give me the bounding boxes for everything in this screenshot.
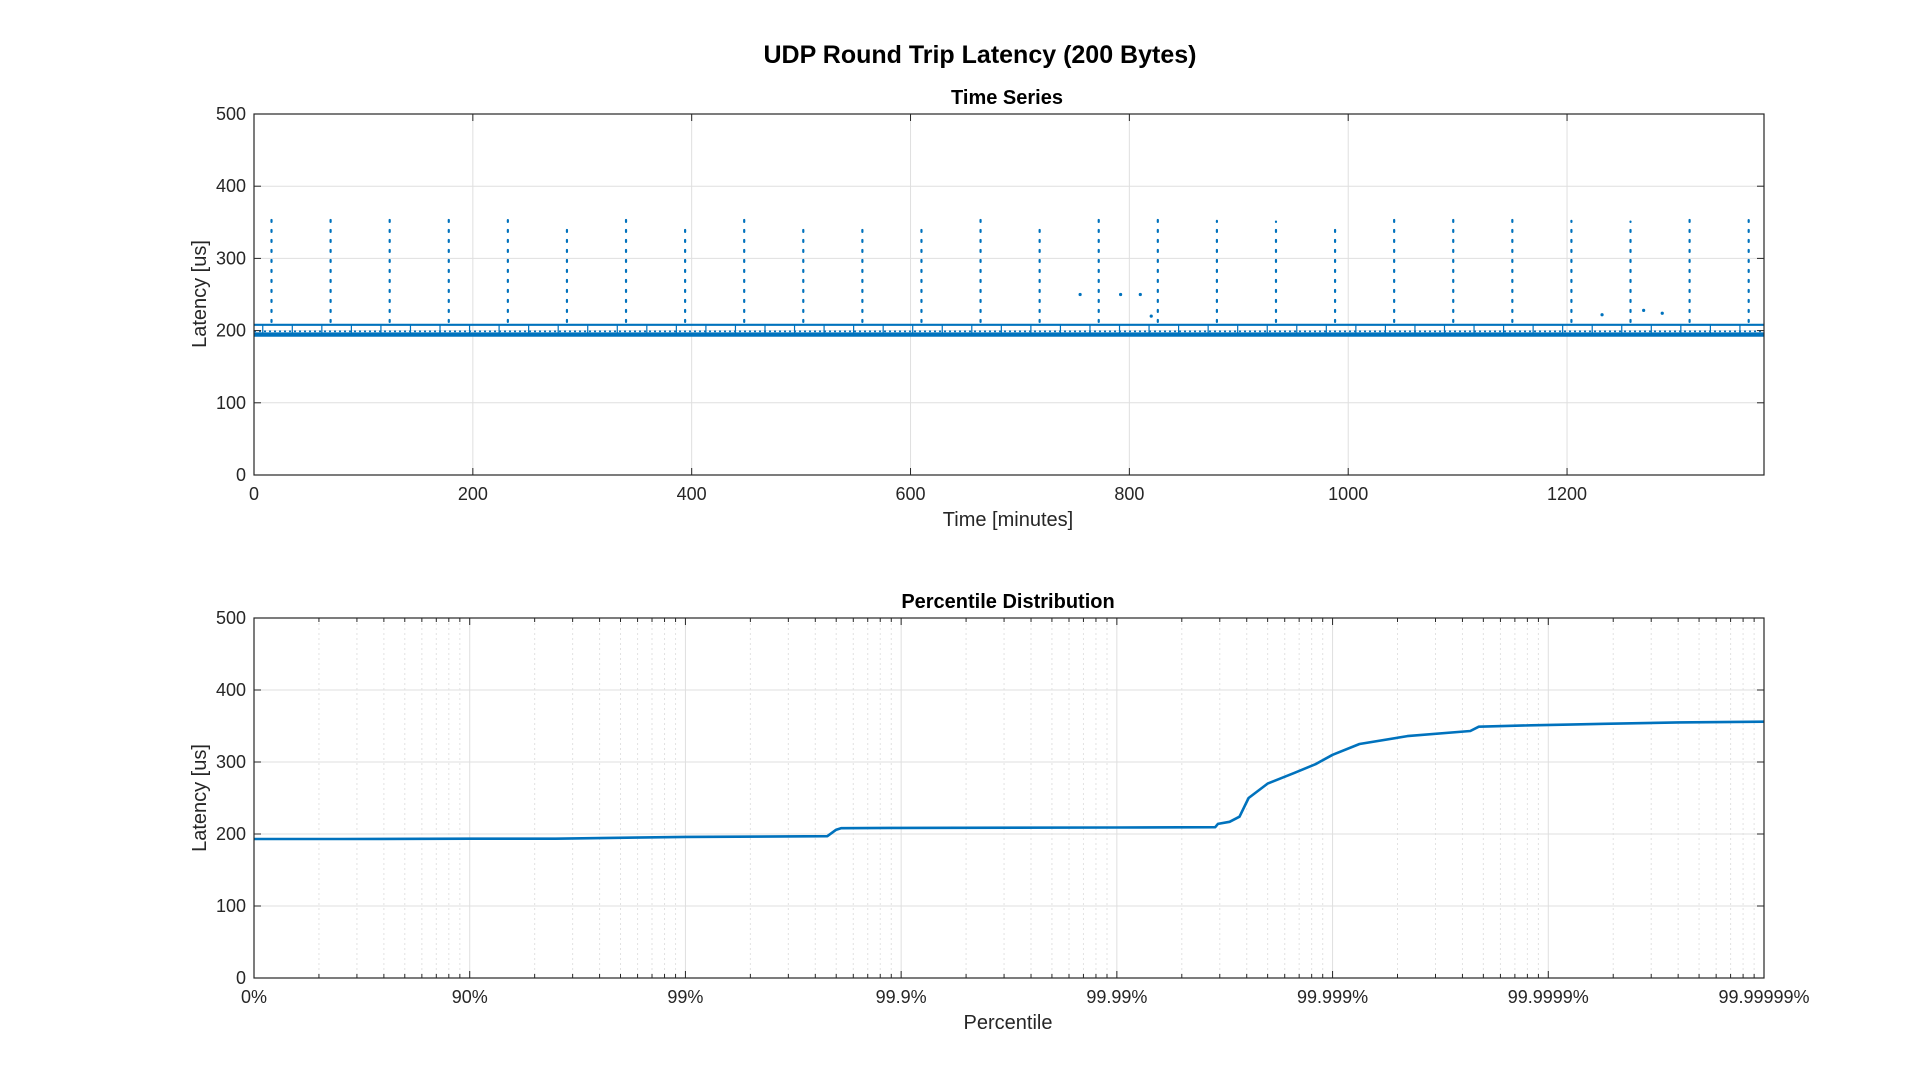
x-tick-label: 99.9999% <box>1508 987 1589 1007</box>
y-tick-label: 300 <box>216 248 246 268</box>
y-tick-label: 400 <box>216 680 246 700</box>
x-tick-label: 400 <box>677 484 707 504</box>
percentile-title: Percentile Distribution <box>901 591 1114 613</box>
percentile-axes-box <box>253 617 1765 979</box>
y-tick-label: 100 <box>216 393 246 413</box>
time-series-ticks: 0 200 400 600 800 1000 1200 0 100 200 300 400 500 <box>216 104 1764 504</box>
time-series-xlabel: Time [minutes] <box>943 509 1073 531</box>
x-tick-label: 90% <box>452 987 488 1007</box>
x-tick-label: 1000 <box>1328 484 1368 504</box>
y-tick-label: 500 <box>216 104 246 124</box>
y-tick-label: 0 <box>236 465 246 485</box>
time-series-ylabel: Latency [us] <box>189 240 211 348</box>
scatter-point <box>1149 314 1153 318</box>
x-tick-label: 99.99% <box>1086 987 1147 1007</box>
x-tick-label: 99.99999% <box>1718 987 1809 1007</box>
scatter-point <box>1078 292 1082 297</box>
percentile-ticks: 0% 90% 99% 99.9% 99.99% 99.999% 99.9999% 99.999… <box>216 608 1810 1007</box>
x-tick-label: 99% <box>667 987 703 1007</box>
x-tick-label: 0 <box>249 484 259 504</box>
percentile-xlabel: Percentile <box>964 1012 1053 1034</box>
scatter-point <box>1642 308 1646 312</box>
x-tick-label: 0% <box>241 987 267 1007</box>
scatter-point <box>1660 311 1664 315</box>
scatter-point <box>1600 313 1604 317</box>
y-tick-label: 500 <box>216 608 246 628</box>
y-tick-label: 0 <box>236 968 246 988</box>
time-series-axes-box <box>253 113 1765 476</box>
y-tick-label: 200 <box>216 824 246 844</box>
time-series-title: Time Series <box>951 87 1063 109</box>
percentile-line <box>254 720 1765 841</box>
percentile-marks <box>254 720 1765 841</box>
y-tick-label: 400 <box>216 176 246 196</box>
x-tick-label: 200 <box>458 484 488 504</box>
y-tick-label: 300 <box>216 752 246 772</box>
x-tick-label: 800 <box>1114 484 1144 504</box>
y-tick-label: 100 <box>216 896 246 916</box>
time-series-marks <box>254 215 1764 337</box>
y-tick-label: 200 <box>216 321 246 341</box>
percentile-ylabel: Latency [us] <box>189 744 211 852</box>
x-tick-label: 99.999% <box>1297 987 1368 1007</box>
time-series-panel: Time Series 0 200 400 600 800 1000 1200 0 100 200… <box>189 87 1765 531</box>
x-tick-label: 1200 <box>1547 484 1587 504</box>
scatter-point <box>1119 292 1123 297</box>
figure-title: UDP Round Trip Latency (200 Bytes) <box>764 41 1197 69</box>
percentile-grid <box>254 618 1764 978</box>
percentile-panel: Percentile Distribution 0% 90% 99% 99.9% 99.… <box>189 591 1810 1034</box>
scatter-point <box>1138 292 1142 297</box>
x-tick-label: 99.9% <box>876 987 927 1007</box>
x-tick-label: 600 <box>895 484 925 504</box>
